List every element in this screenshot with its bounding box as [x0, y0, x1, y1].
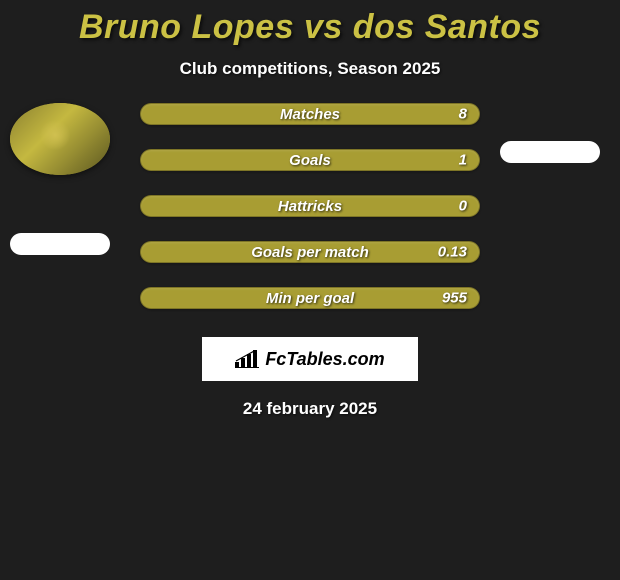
comparison-card: Bruno Lopes vs dos Santos Club competiti… — [0, 0, 620, 419]
stat-label: Min per goal — [266, 290, 354, 307]
stat-bar-hattricks: Hattricks 0 — [140, 195, 480, 217]
player-left — [8, 103, 112, 255]
player-left-name-pill — [10, 233, 110, 255]
stat-bar-matches: Matches 8 — [140, 103, 480, 125]
avatar-left — [10, 103, 110, 175]
stat-bar-goals-per-match: Goals per match 0.13 — [140, 241, 480, 263]
stat-value-right: 1 — [459, 152, 467, 169]
page-title: Bruno Lopes vs dos Santos — [79, 8, 541, 47]
stat-value-right: 0.13 — [438, 244, 467, 261]
player-right — [500, 141, 600, 163]
stats-area: Matches 8 Goals 1 Hattricks 0 Goals per … — [0, 103, 620, 309]
stat-label: Goals per match — [251, 244, 369, 261]
subtitle: Club competitions, Season 2025 — [180, 59, 441, 79]
stat-label: Goals — [289, 152, 331, 169]
stat-value-right: 0 — [459, 198, 467, 215]
stat-bar-goals: Goals 1 — [140, 149, 480, 171]
logo-box[interactable]: FcTables.com — [202, 337, 418, 381]
player-right-name-pill — [500, 141, 600, 163]
stat-bar-min-per-goal: Min per goal 955 — [140, 287, 480, 309]
stat-value-right: 955 — [442, 290, 467, 307]
stats-bars: Matches 8 Goals 1 Hattricks 0 Goals per … — [140, 103, 480, 309]
date-text: 24 february 2025 — [243, 399, 377, 419]
chart-icon — [235, 350, 259, 368]
stat-label: Hattricks — [278, 198, 342, 215]
stat-value-right: 8 — [459, 106, 467, 123]
stat-label: Matches — [280, 106, 340, 123]
logo-text: FcTables.com — [265, 349, 384, 370]
avatar-image — [10, 103, 110, 175]
